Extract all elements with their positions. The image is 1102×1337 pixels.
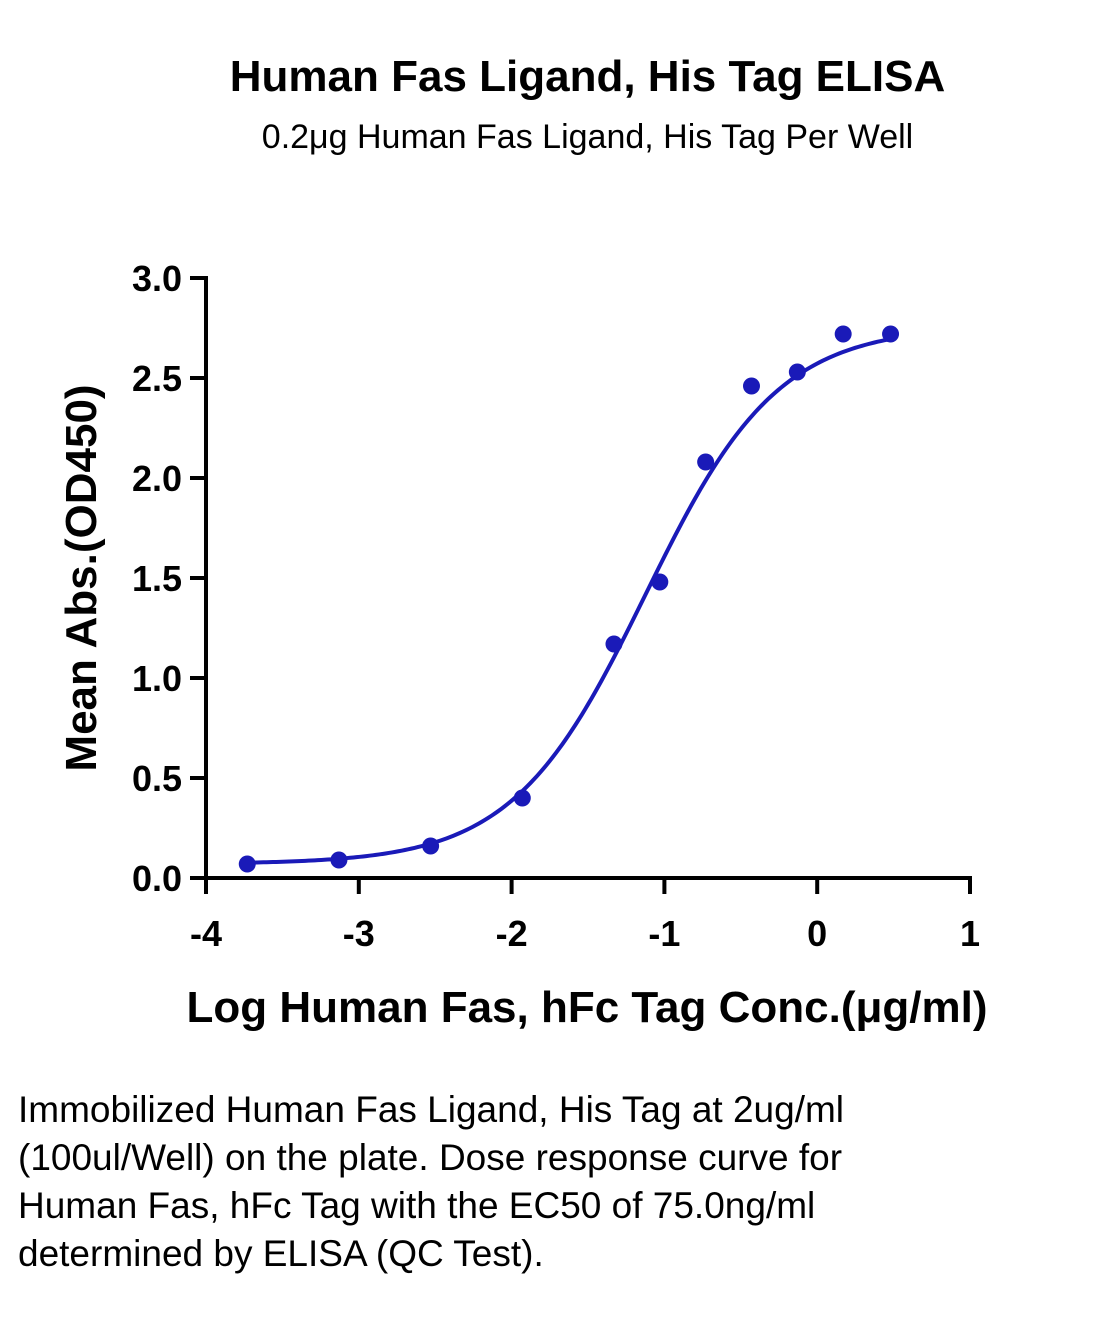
y-tick-label: 2.5 — [132, 358, 182, 399]
x-tick-label: 1 — [960, 913, 980, 954]
data-point — [513, 789, 531, 807]
figure-caption: Immobilized Human Fas Ligand, His Tag at… — [18, 1089, 845, 1274]
chart-subtitle: 0.2μg Human Fas Ligand, His Tag Per Well — [261, 118, 914, 156]
y-tick-label: 2.0 — [132, 458, 182, 499]
data-point — [330, 851, 348, 869]
data-point — [742, 377, 760, 395]
x-tick-label: -3 — [343, 913, 375, 954]
data-point — [882, 325, 900, 343]
y-tick-label: 1.5 — [132, 558, 182, 599]
y-tick-label: 0.5 — [132, 758, 182, 799]
data-point — [788, 363, 806, 381]
x-tick-label: 0 — [807, 913, 827, 954]
x-tick-label: -1 — [648, 913, 680, 954]
data-point — [697, 453, 715, 471]
chart-axes: 0.0 0.5 1.0 1.5 2.0 2.5 3.0 -4 -3 -2 -1 0 1 — [132, 258, 980, 954]
elisa-chart: 0.0 0.5 1.0 1.5 2.0 2.5 3.0 -4 -3 -2 -1 0 1 Log Huma… — [57, 258, 988, 1032]
y-axis-label: Mean Abs.(OD450) — [57, 384, 106, 771]
data-point — [834, 325, 852, 343]
y-tick-label: 0.0 — [132, 858, 182, 899]
x-tick-label: -4 — [190, 913, 222, 954]
data-point — [422, 837, 440, 855]
chart-title: Human Fas Ligand, His Tag ELISA — [229, 52, 946, 101]
x-axis-label: Log Human Fas, hFc Tag Conc.(μg/ml) — [186, 983, 987, 1032]
y-tick-label: 1.0 — [132, 658, 182, 699]
x-tick-label: -2 — [496, 913, 528, 954]
data-point — [238, 855, 256, 873]
y-tick-label: 3.0 — [132, 258, 182, 299]
data-point — [605, 635, 623, 653]
data-point — [651, 573, 669, 591]
fit-curve — [247, 337, 891, 865]
data-points — [238, 325, 900, 873]
